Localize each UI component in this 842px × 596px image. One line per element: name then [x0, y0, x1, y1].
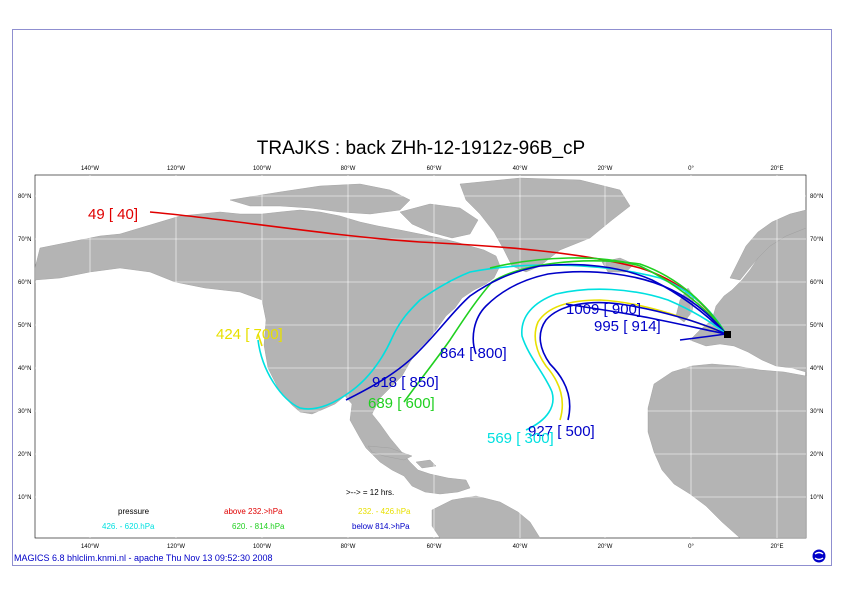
lat-tick-left: 80°N: [18, 194, 31, 200]
legend-pressure-title: pressure: [118, 507, 150, 516]
map-title: TRAJKS : back ZHh-12-1912z-96B_cP: [256, 138, 586, 159]
hispaniola: [415, 459, 437, 469]
longitude-ticks-top: 140°W 120°W 100°W 80°W 60°W 40°W 20°W 0° 20°E: [81, 166, 784, 172]
lon-tick-bottom: 0°: [688, 544, 694, 550]
trajectory-label: 689 [ 600]: [368, 395, 435, 412]
trajectory-label: 1009 [ 900]: [566, 301, 641, 318]
lat-tick-left: 40°N: [18, 366, 31, 372]
cuba: [367, 445, 413, 461]
lon-tick-bottom: 20°E: [770, 544, 783, 550]
lon-tick-bottom: 60°W: [427, 544, 442, 550]
trajectory-blue-b: [472, 270, 727, 355]
trajectory-yellow-b: [534, 299, 727, 421]
trajectory-label: 995 [ 914]: [594, 318, 661, 335]
lat-tick-right: 20°N: [810, 452, 823, 458]
trajectory-blue-e: [679, 333, 727, 341]
trajectory-yellow-a: [257, 333, 263, 347]
lon-tick-top: 140°W: [81, 166, 99, 172]
lon-tick-top: 20°W: [598, 166, 613, 172]
legend-item: 426. - 620.hPa: [102, 522, 155, 531]
lon-tick-bottom: 80°W: [341, 544, 356, 550]
lat-tick-left: 50°N: [18, 323, 31, 329]
legend-item: 620. - 814.hPa: [232, 522, 285, 531]
trajectory-label: 918 [ 850]: [372, 374, 439, 391]
lat-tick-right: 10°N: [810, 495, 823, 501]
origin-marker: [724, 331, 731, 338]
trajectory-label: 864 [ 800]: [440, 345, 507, 362]
south-america: [431, 495, 541, 539]
lat-tick-right: 60°N: [810, 280, 823, 286]
lon-tick-bottom: 120°W: [167, 544, 185, 550]
baffin-island: [399, 203, 479, 239]
legend-item: below 814.>hPa: [352, 522, 410, 531]
lon-tick-top: 20°E: [770, 166, 783, 172]
africa: [647, 363, 807, 539]
latitude-ticks-left: 80°N 70°N 60°N 50°N 40°N 30°N 20°N 10°N: [18, 194, 31, 501]
lat-tick-left: 60°N: [18, 280, 31, 286]
trajectory-label: 424 [ 700]: [216, 326, 283, 343]
lat-tick-left: 70°N: [18, 237, 31, 243]
legend-item: 232. - 426.hPa: [358, 507, 411, 516]
greenland: [459, 177, 631, 273]
lat-tick-left: 20°N: [18, 452, 31, 458]
legend-item: above 232.>hPa: [224, 507, 283, 516]
footer-credit: MAGICS 6.8 bhlclim.knmi.nl - apache Thu …: [14, 553, 273, 563]
trajectory-red: [149, 211, 727, 335]
lat-tick-right: 70°N: [810, 237, 823, 243]
arctic-islands: [229, 183, 411, 215]
trajectory-label: 569 [ 300]: [487, 430, 554, 447]
trajectory-labels: 49 [ 40] 424 [ 700] 864 [ 800]918 [ 850] 68…: [88, 206, 661, 447]
lat-tick-left: 30°N: [18, 409, 31, 415]
trajectory-blue-c: [539, 301, 727, 421]
trajectories: [149, 211, 727, 431]
trajectory-label: 49 [ 40]: [88, 206, 138, 223]
lon-tick-top: 120°W: [167, 166, 185, 172]
lon-tick-top: 0°: [688, 166, 694, 172]
lon-tick-bottom: 100°W: [253, 544, 271, 550]
lat-tick-left: 10°N: [18, 495, 31, 501]
trajectory-cyan-b: [521, 288, 727, 431]
lon-tick-top: 100°W: [253, 166, 271, 172]
lon-tick-bottom: 40°W: [513, 544, 528, 550]
trajectory-green-a: [403, 260, 727, 403]
lat-tick-right: 40°N: [810, 366, 823, 372]
lat-tick-right: 80°N: [810, 194, 823, 200]
scandinavia: [729, 209, 807, 281]
trajectory-label: 927 [ 500]: [528, 423, 595, 440]
lon-tick-bottom: 140°W: [81, 544, 99, 550]
lon-tick-top: 80°W: [341, 166, 356, 172]
lon-tick-bottom: 20°W: [598, 544, 613, 550]
legend-interval: >--> = 12 hrs.: [346, 488, 394, 497]
ecmwf-logo-icon: [812, 549, 826, 563]
lat-tick-right: 30°N: [810, 409, 823, 415]
trajectory-blue-d: [565, 303, 727, 335]
legend-items: above 232.>hPa 232. - 426.hPa 426. - 620.h…: [102, 507, 411, 531]
latitude-ticks-right: 80°N 70°N 60°N 50°N 40°N 30°N 20°N 10°N: [810, 194, 823, 501]
trajectory-green-b: [489, 257, 727, 335]
plot-frame: [12, 29, 832, 566]
lat-tick-right: 50°N: [810, 323, 823, 329]
lon-tick-top: 40°W: [513, 166, 528, 172]
legend: >--> = 12 hrs. pressure above 232.>hPa 23…: [102, 488, 411, 531]
longitude-ticks-bottom: 140°W 120°W 100°W 80°W 60°W 40°W 20°W 0° 20°E: [81, 544, 784, 550]
trajectory-cyan-a: [257, 264, 727, 410]
lon-tick-top: 60°W: [427, 166, 442, 172]
